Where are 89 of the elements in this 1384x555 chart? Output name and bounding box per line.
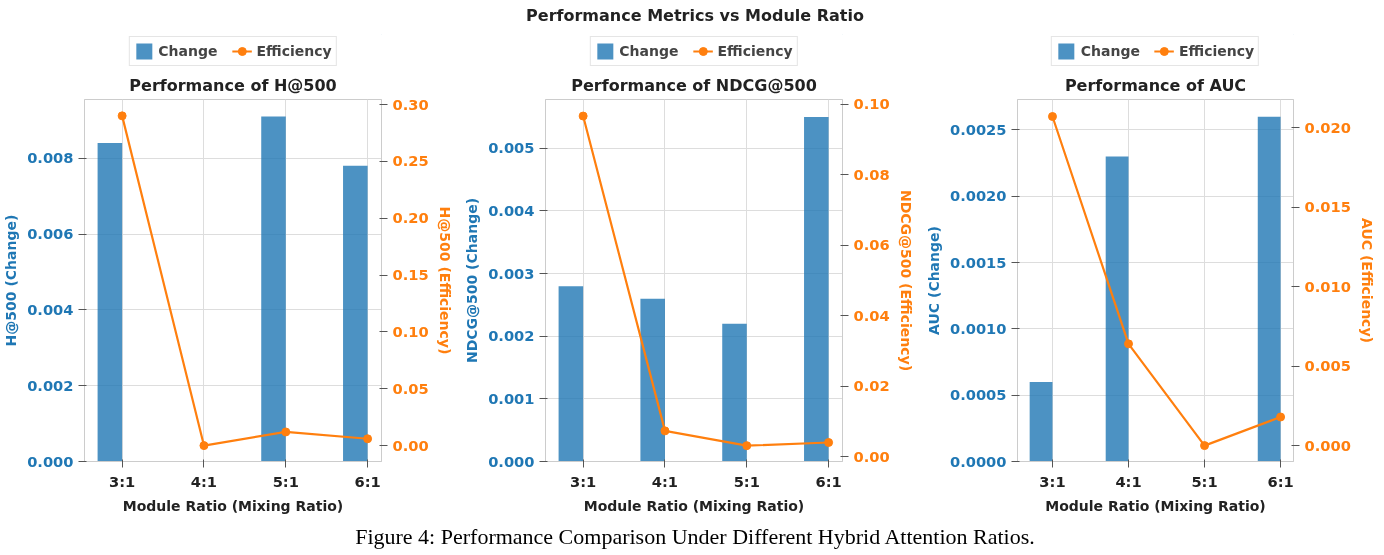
- legend-label: Change: [1080, 43, 1140, 59]
- y-tick-label: 0.004: [488, 201, 535, 219]
- chart-title: Performance of H@500: [129, 75, 337, 95]
- x-tick-label: 6:1: [354, 472, 381, 490]
- point: [578, 111, 588, 121]
- y-tick-label: 0.003: [488, 264, 535, 282]
- y-tick-label: 0.008: [27, 149, 74, 167]
- y-axis-title: NDCG@500 (Change): [464, 197, 481, 364]
- caption: Figure 4: Performance Comparison Under Different Hybrid Attention Ratios.: [355, 523, 1035, 551]
- legend-label: Efficiency: [717, 43, 793, 59]
- y-tick-label: 0.004: [27, 300, 74, 318]
- y2-tick-label: 0.25: [392, 152, 429, 170]
- y-tick-label: 0.006: [27, 225, 74, 243]
- y-axis-title: H@500 (Change): [3, 214, 20, 347]
- y2-axis-title: NDCG@500 (Efficiency): [897, 189, 914, 372]
- y2-axis-title: AUC (Efficiency): [1358, 218, 1375, 343]
- y-axis-title: AUC (Change): [925, 226, 942, 335]
- x-tick-label: 4:1: [190, 472, 218, 490]
- point: [117, 111, 127, 121]
- bar: [558, 286, 584, 462]
- y2-tick-label: 0.10: [853, 95, 890, 113]
- x-tick-label: 5:1: [1191, 472, 1218, 490]
- y-tick-label: 0.000: [27, 452, 74, 470]
- x-tick-label: 4:1: [1115, 472, 1142, 490]
- bar: [97, 143, 123, 462]
- point: [742, 441, 752, 451]
- y2-tick-label: 0.02: [853, 377, 890, 395]
- y-tick-label: 0.0005: [949, 386, 1007, 404]
- y-tick-label: 0.001: [488, 389, 535, 407]
- text: Performance Metrics vs Module Ratio: [526, 5, 864, 27]
- x-tick-label: 6:1: [1267, 472, 1294, 490]
- point: [363, 434, 373, 444]
- y2-tick-label: 0.04: [853, 306, 890, 324]
- y2-tick-label: 0.020: [1304, 118, 1351, 136]
- chart-title: Performance of NDCG@500: [571, 75, 817, 95]
- x-axis-title: Module Ratio (Mixing Ratio): [122, 497, 344, 514]
- y2-tick-label: 0.010: [1304, 277, 1351, 295]
- y2-axis-title: H@500 (Efficiency): [436, 206, 453, 355]
- bar: [1257, 116, 1281, 462]
- y-tick-label: 0.0000: [949, 452, 1007, 470]
- y2-tick-label: 0.000: [1304, 436, 1351, 454]
- point: [824, 437, 834, 447]
- y2-tick-label: 0.08: [853, 165, 890, 183]
- bar: [261, 116, 286, 462]
- point: [1124, 339, 1134, 349]
- y2-tick-label: 0.00: [392, 436, 429, 454]
- y-tick-label: 0.002: [27, 376, 74, 394]
- x-tick-label: 3:1: [570, 472, 597, 490]
- y-tick-label: 0.0020: [949, 187, 1007, 205]
- bar: [343, 165, 368, 462]
- y-tick-label: 0.005: [488, 139, 535, 157]
- legend-label: Efficiency: [1179, 43, 1255, 59]
- x-tick-label: 5:1: [272, 472, 299, 490]
- y-tick-label: 0.000: [488, 452, 535, 470]
- y2-tick-label: 0.00: [853, 447, 890, 465]
- y2-tick-label: 0.20: [392, 209, 429, 227]
- chart-title: Performance of AUC: [1064, 75, 1247, 95]
- bar: [640, 298, 665, 462]
- y2-tick-label: 0.10: [392, 322, 429, 340]
- legend-label: Efficiency: [256, 43, 332, 59]
- bar: [1105, 156, 1129, 462]
- point: [281, 427, 291, 437]
- point: [199, 441, 209, 451]
- x-axis-title: Module Ratio (Mixing Ratio): [1045, 497, 1266, 514]
- y2-tick-label: 0.015: [1304, 198, 1351, 216]
- x-tick-label: 6:1: [815, 472, 842, 490]
- point: [660, 426, 670, 436]
- x-tick-label: 3:1: [109, 472, 136, 490]
- y2-tick-label: 0.05: [392, 379, 429, 397]
- y2-tick-label: 0.005: [1304, 357, 1351, 375]
- x-axis-title: Module Ratio (Mixing Ratio): [583, 497, 805, 514]
- x-tick-label: 3:1: [1039, 472, 1066, 490]
- bar: [1029, 381, 1053, 462]
- legend-label: Change: [158, 43, 218, 59]
- bar: [722, 323, 747, 462]
- x-tick-label: 5:1: [733, 472, 760, 490]
- y-tick-label: 0.0025: [949, 121, 1007, 138]
- y2-tick-label: 0.06: [853, 236, 890, 254]
- point: [1276, 412, 1286, 422]
- x-tick-label: 4:1: [651, 472, 679, 490]
- y-tick-label: 0.0010: [949, 319, 1007, 337]
- y2-tick-label: 0.15: [392, 266, 429, 284]
- point: [1047, 112, 1057, 121]
- y-tick-label: 0.002: [488, 327, 535, 345]
- legend-label: Change: [619, 43, 679, 59]
- bar: [804, 117, 829, 462]
- y2-tick-label: 0.30: [392, 95, 429, 113]
- y-tick-label: 0.0015: [949, 253, 1007, 271]
- point: [1200, 441, 1210, 451]
